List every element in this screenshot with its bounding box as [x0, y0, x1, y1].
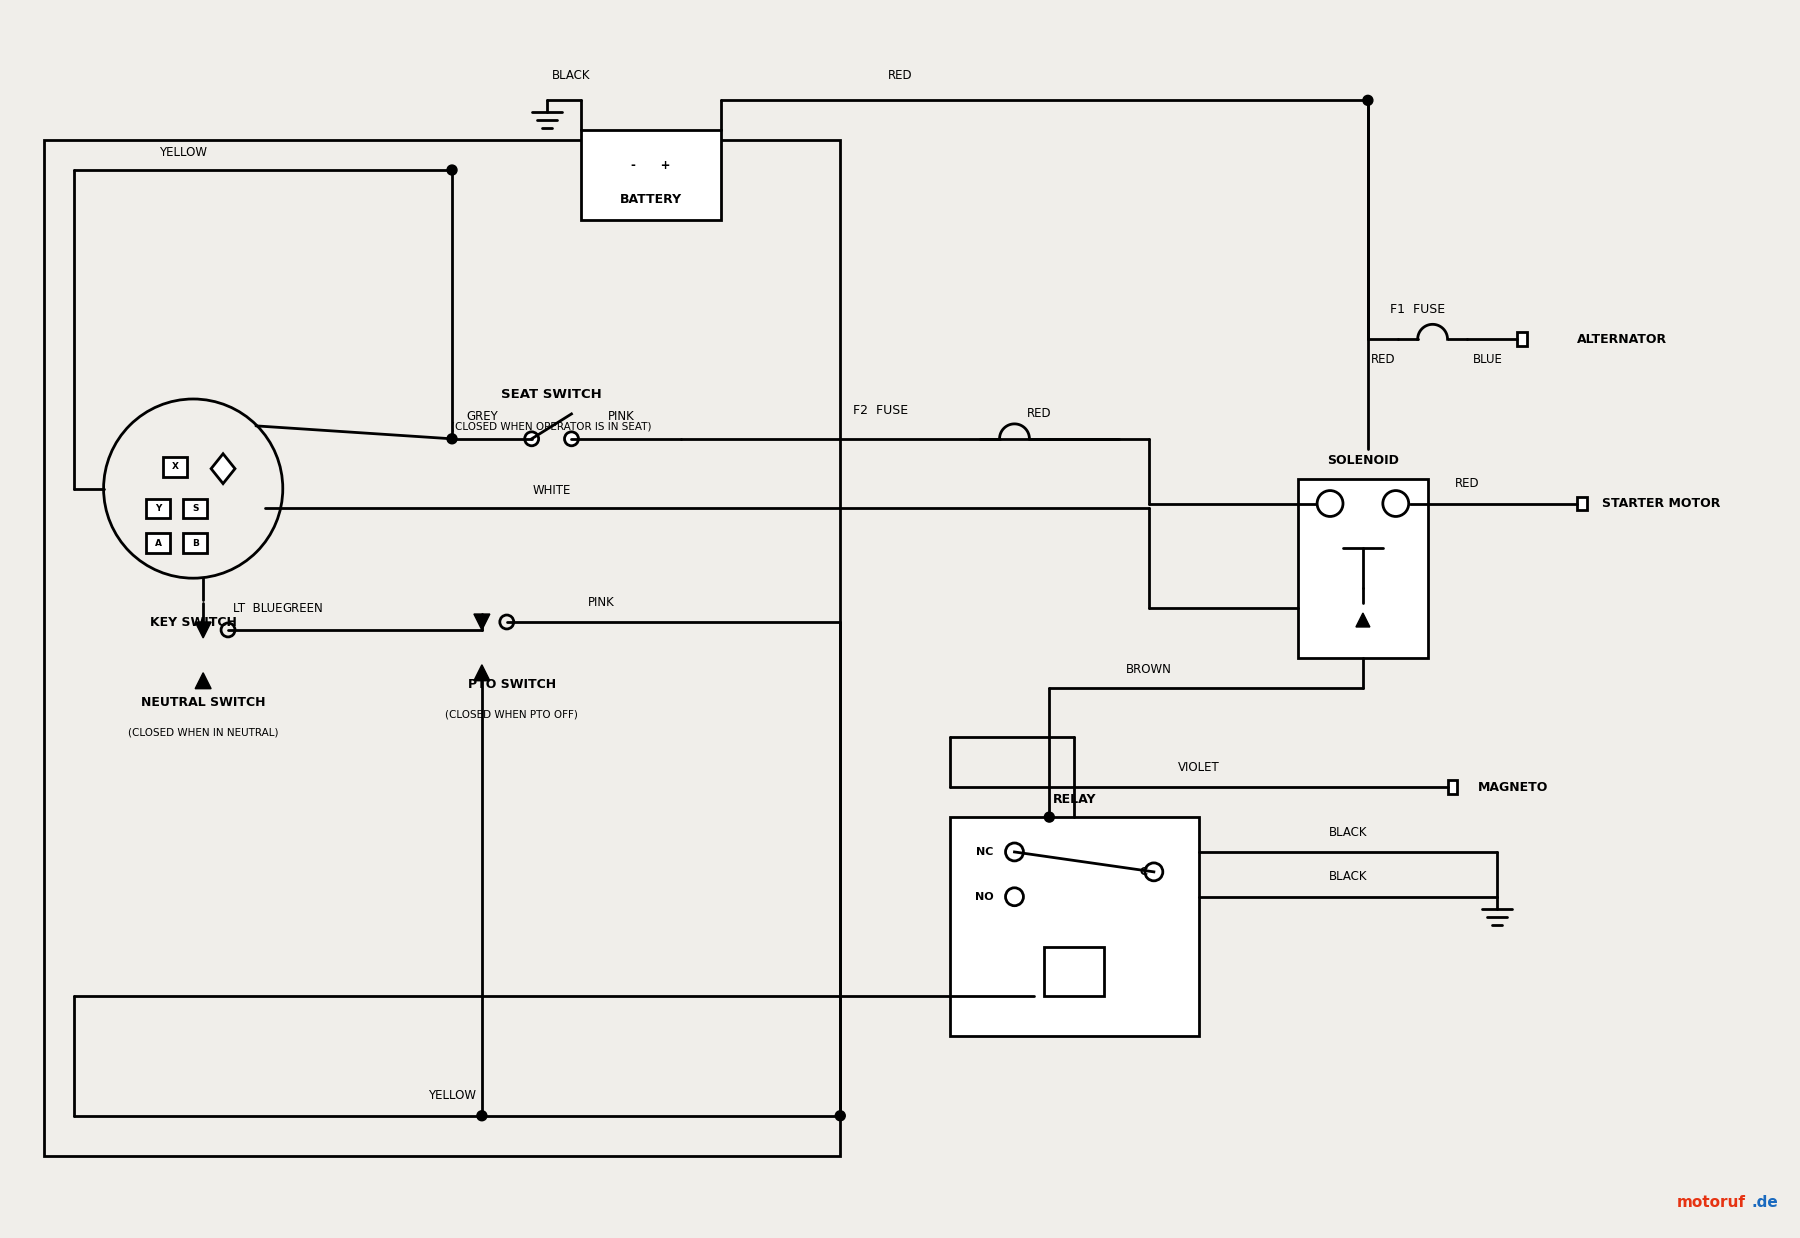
Text: YELLOW: YELLOW: [428, 1089, 475, 1102]
Text: BROWN: BROWN: [1127, 664, 1172, 676]
Text: B: B: [193, 539, 198, 548]
Text: PINK: PINK: [589, 595, 616, 609]
Circle shape: [446, 433, 457, 443]
Text: KEY SWITCH: KEY SWITCH: [149, 617, 236, 629]
Text: RELAY: RELAY: [1053, 792, 1096, 806]
Text: RED: RED: [1454, 477, 1480, 490]
Text: MAGNETO: MAGNETO: [1478, 781, 1548, 794]
Text: (CLOSED WHEN OPERATOR IS IN SEAT): (CLOSED WHEN OPERATOR IS IN SEAT): [452, 422, 652, 432]
Bar: [1044, 947, 1103, 997]
Text: -      +: - +: [632, 158, 671, 172]
Text: SEAT SWITCH: SEAT SWITCH: [500, 387, 601, 401]
Text: YELLOW: YELLOW: [158, 146, 207, 158]
Text: RED: RED: [887, 69, 913, 82]
Bar: [1517, 332, 1526, 347]
Text: BLACK: BLACK: [1328, 870, 1368, 884]
Text: (CLOSED WHEN PTO OFF): (CLOSED WHEN PTO OFF): [445, 709, 578, 719]
Bar: [1447, 780, 1458, 795]
Bar: [146, 534, 171, 553]
Text: Y: Y: [155, 504, 162, 513]
Circle shape: [477, 1110, 486, 1120]
Text: F1  FUSE: F1 FUSE: [1390, 303, 1445, 316]
Text: NEUTRAL SWITCH: NEUTRAL SWITCH: [140, 696, 265, 709]
Text: BLUE: BLUE: [1472, 353, 1503, 365]
Circle shape: [835, 1110, 846, 1120]
Text: A: A: [155, 539, 162, 548]
Bar: [164, 457, 187, 477]
Text: PTO SWITCH: PTO SWITCH: [468, 678, 556, 691]
Text: GREY: GREY: [466, 411, 499, 423]
Text: GREEN: GREEN: [283, 602, 322, 614]
Text: BLACK: BLACK: [553, 69, 590, 82]
Text: ALTERNATOR: ALTERNATOR: [1577, 333, 1667, 345]
Text: RED: RED: [1370, 353, 1395, 365]
Text: SOLENOID: SOLENOID: [1327, 454, 1399, 467]
Text: PINK: PINK: [608, 411, 635, 423]
Text: .de: .de: [1751, 1196, 1778, 1211]
Circle shape: [565, 432, 578, 446]
Bar: [1298, 479, 1427, 657]
Text: S: S: [193, 504, 198, 513]
Bar: [581, 130, 720, 220]
Polygon shape: [473, 614, 490, 630]
Circle shape: [1363, 95, 1373, 105]
Text: VIOLET: VIOLET: [1177, 761, 1220, 774]
Polygon shape: [194, 621, 211, 638]
Text: BATTERY: BATTERY: [619, 193, 682, 207]
Text: (CLOSED WHEN IN NEUTRAL): (CLOSED WHEN IN NEUTRAL): [128, 728, 279, 738]
Circle shape: [1044, 812, 1055, 822]
Bar: [184, 534, 207, 553]
Polygon shape: [1355, 613, 1370, 626]
Text: BLACK: BLACK: [1328, 826, 1368, 838]
Text: STARTER MOTOR: STARTER MOTOR: [1602, 496, 1721, 510]
Polygon shape: [194, 672, 211, 688]
Bar: [43, 140, 841, 1155]
Text: X: X: [171, 462, 178, 472]
Text: LT  BLUE: LT BLUE: [234, 602, 283, 614]
Text: motoruf: motoruf: [1678, 1196, 1746, 1211]
Text: F2  FUSE: F2 FUSE: [853, 405, 907, 417]
Bar: [184, 499, 207, 519]
Circle shape: [446, 165, 457, 175]
Bar: [1577, 496, 1588, 510]
Circle shape: [524, 432, 538, 446]
Bar: [950, 817, 1199, 1036]
Text: WHITE: WHITE: [533, 484, 571, 498]
Bar: [146, 499, 171, 519]
Text: NO: NO: [976, 891, 994, 901]
Text: NC: NC: [976, 847, 994, 857]
Text: C: C: [1139, 867, 1148, 877]
Text: RED: RED: [1028, 407, 1051, 421]
Polygon shape: [473, 665, 490, 681]
Polygon shape: [211, 454, 236, 484]
